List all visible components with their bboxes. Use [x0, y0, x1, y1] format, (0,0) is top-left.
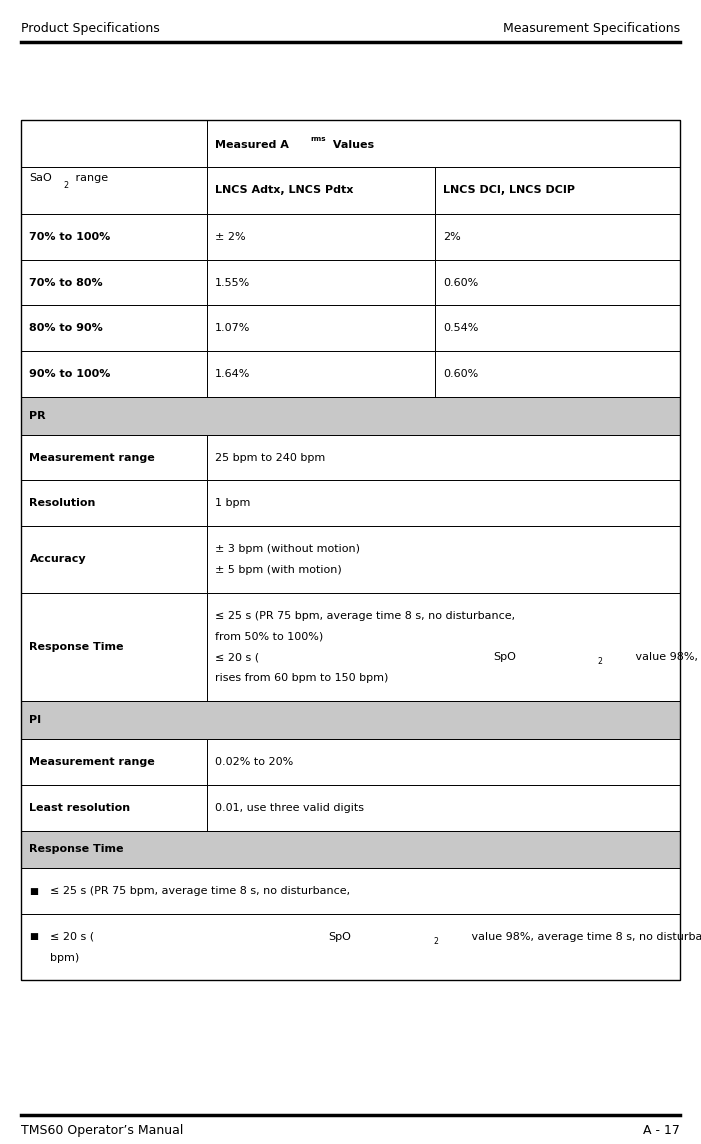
Text: Measured A: Measured A [215, 140, 289, 150]
Bar [21, 351, 207, 397]
Bar [207, 167, 435, 214]
Text: A - 17: A - 17 [643, 1123, 680, 1137]
Bar [435, 351, 680, 397]
Text: 0.01, use three valid digits: 0.01, use three valid digits [215, 803, 365, 812]
Text: Response Time: Response Time [29, 844, 124, 855]
Text: 1 bpm: 1 bpm [215, 499, 250, 508]
Text: Accuracy: Accuracy [29, 555, 86, 564]
Text: ≤ 25 s (PR 75 bpm, average time 8 s, no disturbance,: ≤ 25 s (PR 75 bpm, average time 8 s, no … [50, 887, 354, 896]
Bar [21, 868, 680, 914]
Text: 2: 2 [433, 937, 438, 946]
Text: 0.54%: 0.54% [443, 324, 478, 333]
Text: Product Specifications: Product Specifications [21, 22, 160, 35]
Text: SpO: SpO [494, 652, 516, 662]
Text: Resolution: Resolution [29, 499, 96, 508]
Text: ≤ 25 s (PR 75 bpm, average time 8 s, no disturbance,: ≤ 25 s (PR 75 bpm, average time 8 s, no … [215, 611, 519, 621]
Bar [21, 260, 207, 305]
Bar [207, 351, 435, 397]
Text: 2%: 2% [443, 232, 461, 241]
Bar [21, 593, 207, 701]
Bar [21, 785, 207, 831]
Bar [435, 260, 680, 305]
Text: 0.02% to 20%: 0.02% to 20% [215, 757, 294, 766]
Text: rises from 60 bpm to 150 bpm): rises from 60 bpm to 150 bpm) [215, 673, 388, 683]
Bar [207, 526, 680, 593]
Text: 1.64%: 1.64% [215, 370, 250, 379]
Text: value 98%, average time 8 s, no disturbance, PR value: value 98%, average time 8 s, no disturba… [632, 652, 701, 662]
Text: 70% to 80%: 70% to 80% [29, 278, 103, 287]
Text: ≤ 20 s (: ≤ 20 s ( [50, 932, 95, 942]
Text: 80% to 90%: 80% to 90% [29, 324, 103, 333]
Bar [207, 593, 680, 701]
Text: Measurement range: Measurement range [29, 757, 155, 766]
Bar [21, 831, 680, 868]
Bar [21, 397, 680, 435]
Text: SaO: SaO [29, 173, 52, 183]
Text: 1.07%: 1.07% [215, 324, 250, 333]
Text: ■: ■ [29, 932, 39, 942]
Text: SpO: SpO [329, 932, 351, 942]
Text: ± 3 bpm (without motion): ± 3 bpm (without motion) [215, 545, 360, 554]
Bar [435, 214, 680, 260]
Text: LNCS DCI, LNCS DCIP: LNCS DCI, LNCS DCIP [443, 185, 575, 196]
Bar [435, 167, 680, 214]
Bar [21, 214, 207, 260]
Bar [21, 526, 207, 593]
Bar [207, 260, 435, 305]
Bar [21, 120, 207, 167]
Bar [207, 214, 435, 260]
Bar [21, 739, 207, 785]
Bar [207, 120, 680, 167]
Text: 1.55%: 1.55% [215, 278, 250, 287]
Bar [21, 435, 207, 480]
Text: bpm): bpm) [50, 953, 80, 962]
Text: TMS60 Operator’s Manual: TMS60 Operator’s Manual [21, 1123, 184, 1137]
Bar [207, 305, 435, 351]
Text: value 98%, average time 8 s, no disturbance, PR value rises from 60 bpm to 150: value 98%, average time 8 s, no disturba… [468, 932, 701, 942]
Bar [21, 305, 207, 351]
Text: 90% to 100%: 90% to 100% [29, 370, 111, 379]
Text: range: range [72, 173, 108, 183]
Text: Measurement Specifications: Measurement Specifications [503, 22, 680, 35]
Text: Least resolution: Least resolution [29, 803, 130, 812]
Text: 0.60%: 0.60% [443, 278, 478, 287]
Bar [21, 480, 207, 526]
Text: ± 5 bpm (with motion): ± 5 bpm (with motion) [215, 565, 342, 574]
Text: PR: PR [29, 411, 46, 421]
Bar [21, 120, 680, 980]
Text: ± 2%: ± 2% [215, 232, 246, 241]
Bar [207, 739, 680, 785]
Text: LNCS Adtx, LNCS Pdtx: LNCS Adtx, LNCS Pdtx [215, 185, 353, 196]
Text: from 50% to 100%): from 50% to 100%) [215, 631, 323, 642]
Text: 2: 2 [64, 181, 69, 190]
Bar [21, 701, 680, 739]
Text: 25 bpm to 240 bpm: 25 bpm to 240 bpm [215, 453, 325, 462]
Bar [207, 480, 680, 526]
Bar [21, 167, 207, 214]
Text: 0.60%: 0.60% [443, 370, 478, 379]
Text: 2: 2 [598, 658, 603, 666]
Text: Response Time: Response Time [29, 642, 124, 652]
Bar [21, 914, 680, 980]
Bar [207, 785, 680, 831]
Text: ■: ■ [29, 887, 39, 896]
Text: PI: PI [29, 715, 41, 725]
Text: Measurement range: Measurement range [29, 453, 155, 462]
Text: ≤ 20 s (: ≤ 20 s ( [215, 652, 259, 662]
Text: Values: Values [329, 140, 374, 150]
Text: 70% to 100%: 70% to 100% [29, 232, 111, 241]
Text: rms: rms [311, 136, 326, 142]
Bar [207, 435, 680, 480]
Bar [435, 305, 680, 351]
